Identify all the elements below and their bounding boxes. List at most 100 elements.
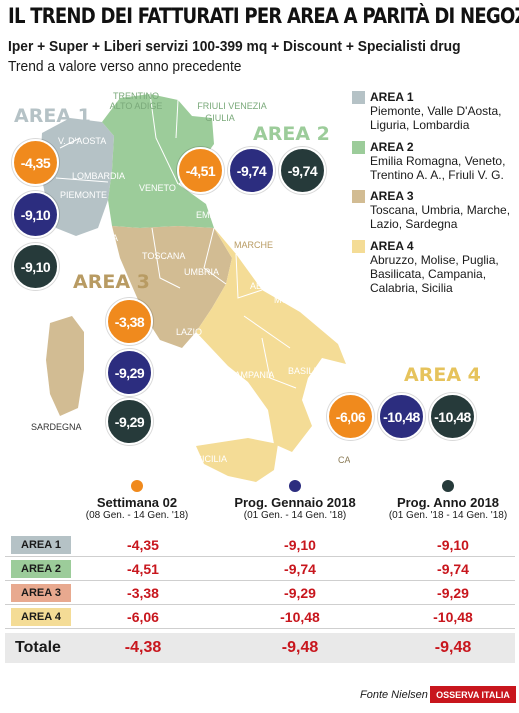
table-row: AREA 2 -4,51 -9,74 -9,74 xyxy=(5,557,515,581)
circle-area3-week: -3,38 xyxy=(106,298,153,345)
region-liguria: LIGURIA xyxy=(82,233,118,243)
circle-area3-january: -9,29 xyxy=(106,349,153,396)
map-area-4 xyxy=(196,228,346,452)
region-emilia: EMILIA ROMAGNA xyxy=(196,210,274,220)
column-dot xyxy=(442,480,454,492)
column-header-week: Settimana 02 (08 Gen. - 14 Gen. '18) xyxy=(62,480,212,521)
legend-area-3: AREA 3 Toscana, Umbria, Marche, Lazio, S… xyxy=(352,189,517,231)
subtitle-trend: Trend a valore verso anno precedente xyxy=(8,58,242,75)
legend-swatch xyxy=(352,141,365,154)
cell-year: -10,48 xyxy=(433,609,473,625)
cell-week: -4,51 xyxy=(127,561,159,577)
region-piemonte: PIEMONTE xyxy=(60,190,107,200)
region-lombardia: LOMBARDIA xyxy=(72,171,125,181)
region-umbria: UMBRIA xyxy=(184,267,219,277)
infographic-title: IL TREND DEI FATTURATI PER AREA A PARITÀ… xyxy=(8,4,519,28)
cell-year: -9,29 xyxy=(437,585,469,601)
circle-area4-january: -10,48 xyxy=(378,393,425,440)
total-year: -9,48 xyxy=(434,639,472,656)
region-sardegna: SARDEGNA xyxy=(31,422,82,432)
map-sardegna xyxy=(46,316,84,416)
legend-desc: Lazio, Sardegna xyxy=(370,217,458,231)
circle-area2-january: -9,74 xyxy=(228,147,275,194)
region-basilicata: BASILICATA xyxy=(288,366,339,376)
italy-map: AREA 1 AREA 2 AREA 3 TRENTINO ALTO ADIGE… xyxy=(14,91,350,482)
region-trentino-line1: TRENTINO xyxy=(113,91,159,101)
legend-desc: Toscana, Umbria, Marche, xyxy=(370,203,511,217)
total-week: -4,38 xyxy=(124,639,162,656)
column-range: (01 Gen. '18 - 14 Gen. '18) xyxy=(388,510,508,521)
subtitle: Iper + Super + Liberi servizi 100-399 mq… xyxy=(8,38,461,55)
circle-area1-year: -9,10 xyxy=(12,243,59,290)
osserva-italia-logo: OSSERVA ITALIA xyxy=(430,686,516,703)
column-range: (08 Gen. - 14 Gen. '18) xyxy=(85,510,189,521)
region-lazio: LAZIO xyxy=(176,327,202,337)
legend-desc: Emilia Romagna, Veneto, xyxy=(370,154,506,168)
row-area-tag: AREA 2 xyxy=(11,560,71,578)
cell-week: -4,35 xyxy=(127,537,159,553)
legend-area-4: AREA 4 Abruzzo, Molise, Puglia, Basilica… xyxy=(352,239,517,295)
region-puglia: PUGLIA xyxy=(333,322,350,332)
column-title: Prog. Anno 2018 xyxy=(396,495,500,510)
legend-desc: Basilicata, Campania, xyxy=(370,267,487,281)
legend-label: AREA 2 xyxy=(370,140,414,154)
column-title: Settimana 02 xyxy=(96,495,178,510)
column-dot xyxy=(289,480,301,492)
legend-swatch xyxy=(352,190,365,203)
region-vaosta: V. D'AOSTA xyxy=(58,136,106,146)
legend-label: AREA 3 xyxy=(370,189,414,203)
cell-year: -9,74 xyxy=(437,561,469,577)
region-sicilia: SICILIA xyxy=(196,454,227,464)
total-january: -9,48 xyxy=(281,639,319,656)
column-dot xyxy=(131,480,143,492)
column-title: Prog. Gennaio 2018 xyxy=(234,495,356,510)
source-note: Fonte Nielsen xyxy=(360,689,428,701)
map-area-1-label: AREA 1 xyxy=(14,105,91,127)
legend-desc: Piemonte, Valle D'Aosta, xyxy=(370,104,502,118)
circle-area4-week: -6,06 xyxy=(327,393,374,440)
region-veneto: VENETO xyxy=(139,183,176,193)
legend-desc: Liguria, Lombardia xyxy=(370,118,470,132)
region-friuli-line1: FRIULI VENEZIA xyxy=(197,101,267,111)
region-toscana: TOSCANA xyxy=(142,251,185,261)
legend-area-1: AREA 1 Piemonte, Valle D'Aosta, Liguria,… xyxy=(352,90,517,132)
column-header-year: Prog. Anno 2018 (01 Gen. '18 - 14 Gen. '… xyxy=(373,480,519,521)
circle-area1-week: -4,35 xyxy=(12,139,59,186)
legend-swatch xyxy=(352,240,365,253)
column-range: (01 Gen. - 14 Gen. '18) xyxy=(243,510,347,521)
cell-january: -9,29 xyxy=(284,585,316,601)
legend-desc: Trentino A. A., Friuli V. G. xyxy=(370,168,504,182)
region-abruzzo: ABRUZZO xyxy=(250,281,293,291)
legend-desc: Calabria, Sicilia xyxy=(370,281,453,295)
table-row: AREA 1 -4,35 -9,10 -9,10 xyxy=(5,533,515,557)
area-4-label: AREA 4 xyxy=(404,364,481,386)
map-area-1 xyxy=(40,118,114,236)
table-row: AREA 3 -3,38 -9,29 -9,29 xyxy=(5,581,515,605)
column-header-january: Prog. Gennaio 2018 (01 Gen. - 14 Gen. '1… xyxy=(220,480,370,521)
cell-year: -9,10 xyxy=(437,537,469,553)
circle-area2-week: -4,51 xyxy=(177,147,224,194)
circle-area2-year: -9,74 xyxy=(279,147,326,194)
table-total-row: Totale -4,38 -9,48 -9,48 xyxy=(5,633,515,663)
row-area-tag: AREA 3 xyxy=(11,584,71,602)
map-sicilia xyxy=(196,438,278,482)
circle-area3-year: -9,29 xyxy=(106,398,153,445)
region-trentino-line2: ALTO ADIGE xyxy=(110,101,163,111)
table-row: AREA 4 -6,06 -10,48 -10,48 xyxy=(5,605,515,629)
map-area-2-label: AREA 2 xyxy=(253,123,330,145)
region-friuli-line2: GIULIA xyxy=(205,113,235,123)
region-molise: MOLISE xyxy=(274,295,308,305)
map-area-2 xyxy=(102,94,214,228)
circle-area4-year: -10,48 xyxy=(429,393,476,440)
cell-january: -9,74 xyxy=(284,561,316,577)
map-area-3-label: AREA 3 xyxy=(73,271,150,293)
legend-swatch xyxy=(352,91,365,104)
legend-desc: Abruzzo, Molise, Puglia, xyxy=(370,253,499,267)
legend-label: AREA 1 xyxy=(370,90,414,104)
map-area-3 xyxy=(112,226,232,348)
circle-area1-january: -9,10 xyxy=(12,191,59,238)
total-label: Totale xyxy=(15,639,61,656)
region-calabria: CALABRIA xyxy=(338,455,350,465)
cell-january: -9,10 xyxy=(284,537,316,553)
cell-week: -3,38 xyxy=(127,585,159,601)
